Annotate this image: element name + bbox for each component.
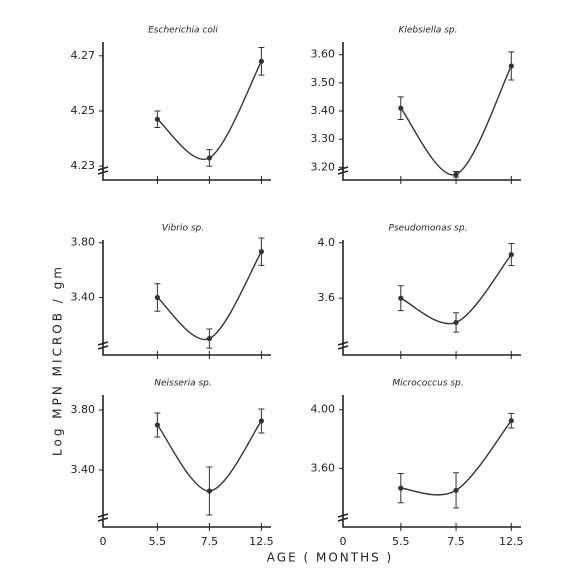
chart-title: Klebsiella sp. — [398, 26, 457, 36]
y-tick-label: 3.30 — [311, 132, 336, 145]
axes — [102, 240, 271, 356]
data-point — [453, 319, 459, 326]
axis-break — [97, 513, 109, 522]
y-tick-label: 3.40 — [311, 104, 336, 117]
data-point — [206, 155, 212, 161]
chart-title: Vibrio sp. — [162, 224, 204, 234]
y-tick-label: 4.0 — [318, 236, 336, 249]
data-point — [258, 58, 264, 64]
x-tick-label: 7.5 — [447, 535, 465, 548]
data-point — [453, 487, 459, 493]
fitted-curve — [156, 60, 263, 161]
data-point — [453, 171, 459, 177]
data-point — [508, 63, 514, 69]
data-point — [398, 485, 404, 491]
data-point — [258, 418, 264, 424]
y-tick-label: 3.60 — [311, 461, 336, 474]
axes — [342, 42, 521, 181]
chart-title: Neisseria sp. — [154, 379, 212, 389]
y-tick-label: 3.6 — [318, 291, 336, 304]
y-tick-label: 3.20 — [311, 160, 336, 173]
axis-break — [97, 166, 109, 175]
chart-title: Micrococcus sp. — [392, 379, 463, 389]
data-point — [258, 249, 264, 255]
x-tick-label: 0 — [340, 535, 347, 548]
fitted-curve — [156, 251, 263, 341]
x-tick-label: 12.5 — [249, 535, 274, 548]
y-tick-label: 3.40 — [71, 291, 96, 304]
x-axis-label: AGE ( MONTHS ) — [267, 551, 393, 565]
x-tick-label: 12.5 — [499, 535, 524, 548]
y-tick-label: 4.23 — [71, 159, 96, 172]
axes — [102, 42, 271, 181]
data-point — [154, 422, 160, 428]
y-tick-label: 3.50 — [311, 76, 336, 89]
y-tick-label: 3.60 — [311, 48, 336, 61]
data-point — [206, 488, 212, 494]
x-tick-label: 5.5 — [392, 535, 410, 548]
y-tick-label: 4.00 — [311, 403, 336, 416]
data-point — [398, 105, 404, 111]
y-tick-label: 3.80 — [71, 236, 96, 249]
axis-break — [337, 166, 349, 175]
axis-break — [97, 341, 109, 350]
axes — [342, 395, 521, 528]
axes — [102, 395, 271, 528]
axes — [342, 240, 521, 356]
chart-title: Pseudomonas sp. — [389, 224, 468, 234]
y-tick-label: 4.27 — [71, 49, 96, 62]
chart-title: Escherichia coli — [148, 26, 218, 36]
data-point — [154, 116, 160, 122]
data-point — [508, 418, 514, 424]
y-tick-label: 4.25 — [71, 104, 96, 117]
axis-break — [337, 513, 349, 522]
x-tick-label: 0 — [100, 535, 107, 548]
x-tick-label: 7.5 — [201, 535, 219, 548]
data-point — [508, 251, 514, 258]
fitted-curve — [400, 65, 512, 176]
y-axis-label: Log MPN MICROB / gm — [51, 264, 65, 456]
data-point — [398, 295, 404, 301]
axis-break — [337, 341, 349, 350]
y-tick-label: 3.40 — [71, 463, 96, 476]
data-point — [154, 294, 160, 301]
y-tick-label: 3.80 — [71, 403, 96, 416]
x-tick-label: 5.5 — [149, 535, 167, 548]
data-point — [206, 335, 212, 342]
